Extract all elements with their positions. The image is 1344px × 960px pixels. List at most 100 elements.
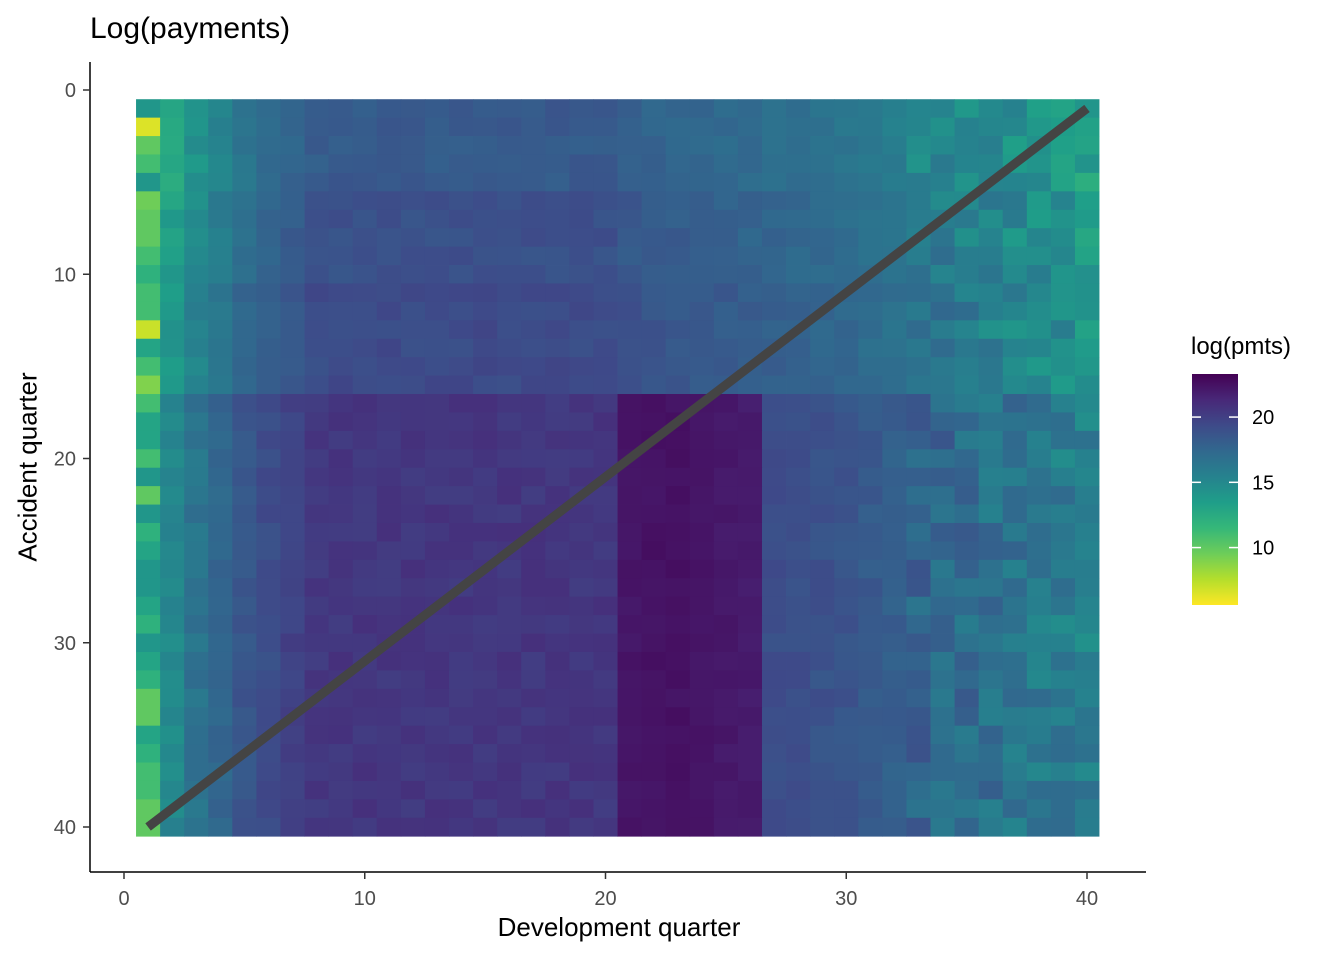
heatmap-cell: [256, 154, 281, 174]
heatmap-cell: [617, 725, 643, 745]
heatmap-cell: [232, 799, 257, 819]
heatmap-cell: [713, 430, 739, 450]
heatmap-cell: [978, 651, 1004, 671]
heatmap-cell: [737, 283, 763, 303]
heatmap-cell: [208, 191, 233, 211]
heatmap-cell: [1074, 172, 1100, 192]
heatmap-cell: [834, 412, 859, 432]
heatmap-cell: [473, 228, 498, 248]
heatmap-cell: [1026, 504, 1052, 524]
heatmap-cell: [954, 338, 980, 358]
heatmap-cell: [545, 117, 570, 137]
heatmap-cell: [1050, 522, 1076, 542]
heatmap-cell: [304, 320, 330, 340]
heatmap-cell: [1026, 301, 1052, 321]
heatmap-cell: [1002, 725, 1028, 745]
heatmap-cell: [569, 136, 594, 155]
heatmap-cell: [376, 762, 402, 782]
heatmap-cell: [737, 541, 763, 561]
heatmap-cell: [930, 136, 955, 155]
heatmap-cell: [1050, 430, 1076, 450]
heatmap-cell: [569, 780, 594, 800]
heatmap-cell: [1050, 651, 1076, 671]
heatmap-cell: [906, 596, 931, 616]
heatmap-cell: [545, 467, 570, 487]
heatmap-cell: [906, 504, 931, 524]
heatmap-cell: [810, 707, 835, 727]
heatmap-cell: [376, 154, 402, 174]
heatmap-cell: [569, 707, 594, 727]
heatmap-cell: [424, 633, 450, 653]
heatmap-cell: [256, 707, 281, 727]
heatmap-cell: [328, 596, 354, 616]
heatmap-cell: [1074, 633, 1100, 653]
heatmap-cell: [593, 651, 618, 671]
heatmap-cell: [521, 117, 546, 137]
heatmap-cell: [641, 762, 667, 782]
heatmap-cell: [834, 725, 859, 745]
heatmap-cell: [978, 688, 1004, 708]
heatmap-cell: [376, 338, 402, 358]
heatmap-cell: [1002, 633, 1028, 653]
heatmap-cell: [713, 99, 739, 119]
heatmap-cell: [810, 670, 835, 690]
heatmap-cell: [184, 228, 209, 248]
heatmap-cell: [665, 670, 691, 690]
heatmap-cell: [160, 412, 185, 432]
heatmap-cell: [1050, 744, 1076, 763]
heatmap-cell: [617, 541, 643, 561]
heatmap-cell: [352, 707, 378, 727]
heatmap-cell: [352, 357, 378, 376]
heatmap-cell: [1002, 762, 1028, 782]
heatmap-cell: [256, 320, 281, 340]
heatmap-cell: [978, 338, 1004, 358]
heatmap-cell: [665, 320, 691, 340]
heatmap-cell: [256, 99, 281, 119]
heatmap-cell: [449, 725, 474, 745]
heatmap-cell: [1050, 707, 1076, 727]
heatmap-cell: [352, 320, 378, 340]
heatmap-cell: [280, 596, 305, 616]
heatmap-cell: [761, 725, 787, 745]
heatmap-cell: [665, 688, 691, 708]
heatmap-cell: [449, 688, 474, 708]
heatmap-cell: [569, 430, 594, 450]
heatmap-cell: [160, 301, 185, 321]
heatmap-cell: [569, 154, 594, 174]
heatmap-cell: [449, 467, 474, 487]
heatmap-cell: [208, 449, 233, 469]
heatmap-cell: [424, 412, 450, 432]
heatmap-cell: [978, 357, 1004, 376]
heatmap-cell: [232, 449, 257, 469]
heatmap-cell: [328, 799, 354, 819]
heatmap-cell: [978, 394, 1004, 413]
heatmap-cell: [232, 762, 257, 782]
heatmap-cell: [810, 338, 835, 358]
heatmap-cell: [641, 412, 667, 432]
heatmap-cell: [978, 541, 1004, 561]
heatmap-cell: [1002, 136, 1028, 155]
heatmap-cell: [184, 486, 209, 505]
heatmap-cell: [136, 283, 161, 303]
heatmap-cell: [497, 265, 522, 284]
heatmap-cell: [1002, 209, 1028, 229]
heatmap-cell: [473, 725, 498, 745]
heatmap-cell: [617, 578, 643, 598]
heatmap-cell: [449, 172, 474, 192]
heatmap-cell: [232, 154, 257, 174]
heatmap-cell: [761, 522, 787, 542]
heatmap-cell: [352, 246, 378, 266]
heatmap-cell: [136, 799, 161, 819]
heatmap-cell: [786, 522, 811, 542]
heatmap-cell: [786, 762, 811, 782]
heatmap-cell: [352, 283, 378, 303]
heatmap-cell: [328, 228, 354, 248]
heatmap-cell: [328, 633, 354, 653]
heatmap-cell: [304, 191, 330, 211]
heatmap-cell: [208, 615, 233, 634]
heatmap-cell: [906, 191, 931, 211]
heatmap-cell: [521, 338, 546, 358]
heatmap-cell: [545, 762, 570, 782]
heatmap-cell: [497, 486, 522, 505]
heatmap-cell: [136, 265, 161, 284]
